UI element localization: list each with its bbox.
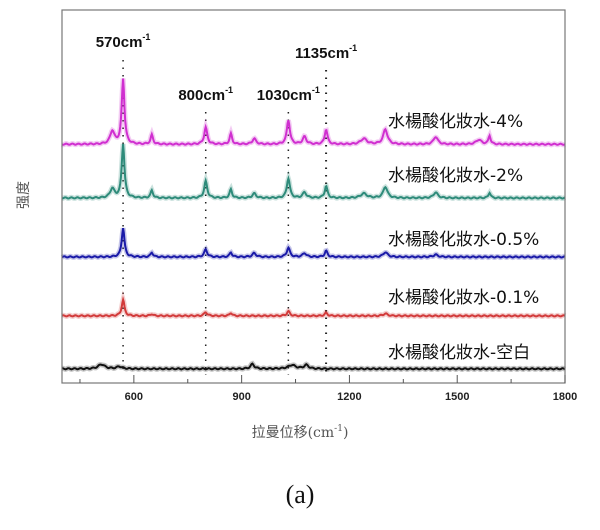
spectrum-line [61,143,566,200]
series-label: 水楊酸化妝水-0.1% [388,288,539,308]
x-tick-label: 1200 [337,391,361,403]
x-tick-label: 600 [125,391,143,403]
peak-annotation-sup: -1 [349,43,357,53]
spectrum-line [61,228,565,259]
peak-annotation: 570cm-1 [96,32,151,51]
figure-caption: (a) [286,480,315,509]
spectra-curves [60,78,567,373]
series-label: 水楊酸化妝水-4% [388,112,523,132]
plot-frame [61,9,566,384]
x-tick-label: 1500 [445,391,469,403]
peak-annotation-text: 1030cm [257,87,312,104]
peak-annotation: 1135cm-1 [295,43,357,62]
x-axis-label: 拉曼位移(cm-1) [252,424,349,441]
spectrum-line [61,295,566,318]
series-labels: 水楊酸化妝水-4% 水楊酸化妝水-2% 水楊酸化妝水-0.5% 水楊酸化妝水-0.1%… [388,112,539,363]
y-axis-label: 强度 [16,181,32,209]
x-tick-label: 1800 [553,391,577,403]
peak-annotation-sup: -1 [142,32,150,42]
x-ticks: 600 900 1200 1500 1800 [79,375,577,403]
peak-annotation: 1030cm-1 [257,85,320,104]
peak-guide-lines [122,60,328,375]
series-label: 水楊酸化妝水-0.5% [388,230,539,250]
peak-annotation-sup: -1 [225,85,233,95]
spectrum-line [62,362,566,371]
series-label: 水楊酸化妝水-空白 [388,343,530,363]
peak-annotation-text: 800cm [178,87,225,104]
x-tick-label: 900 [232,391,250,403]
series-label: 水楊酸化妝水-2% [388,166,523,186]
peak-annotation-sup: -1 [312,85,320,95]
peak-annotation-text: 1135cm [295,45,349,62]
spectrum-line [61,78,566,146]
peak-annotation-text: 570cm [96,34,143,51]
peak-annotation: 800cm-1 [178,85,233,104]
